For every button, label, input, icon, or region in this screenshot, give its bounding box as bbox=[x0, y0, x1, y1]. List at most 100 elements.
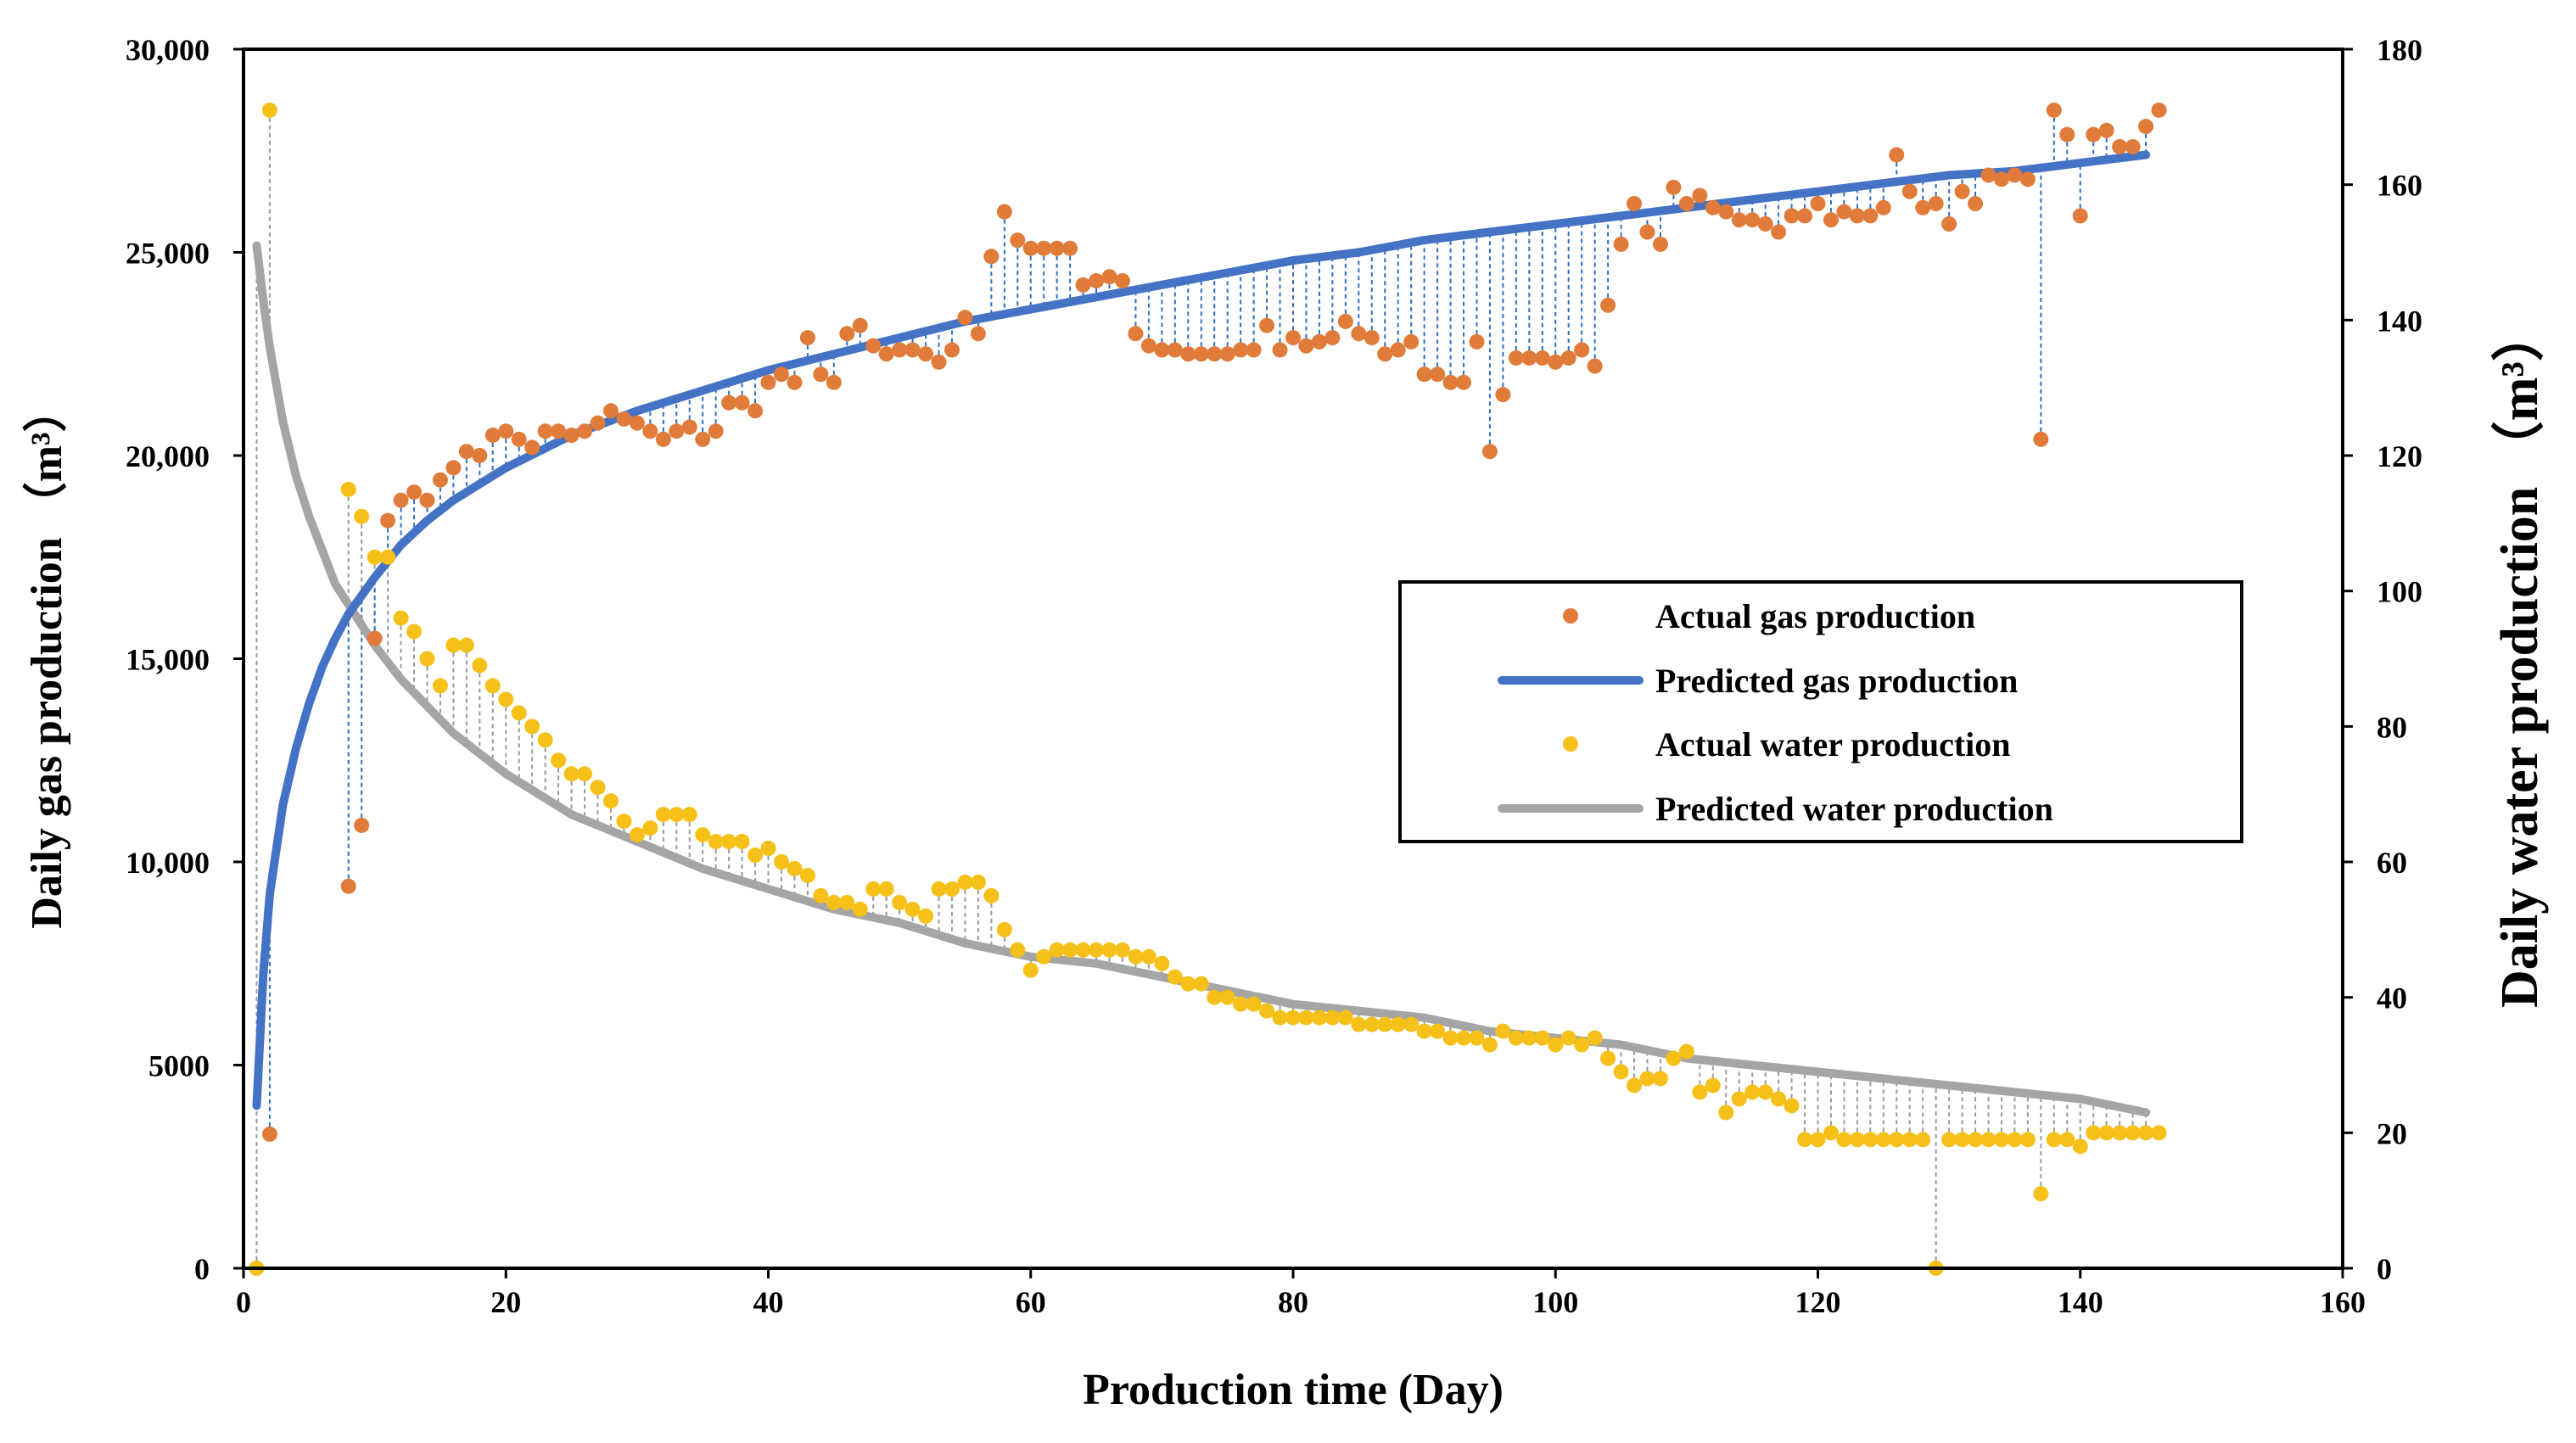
actual-gas-point bbox=[1337, 313, 1353, 329]
actual-gas-point bbox=[1574, 342, 1590, 358]
actual-water-point bbox=[1718, 1105, 1734, 1121]
actual-gas-point bbox=[1062, 240, 1078, 256]
actual-water-point bbox=[432, 678, 448, 694]
actual-gas-point bbox=[1862, 208, 1879, 224]
actual-water-point bbox=[590, 780, 606, 796]
actual-water-point bbox=[1875, 1132, 1891, 1148]
actual-gas-point bbox=[1534, 350, 1550, 366]
actual-water-point bbox=[1390, 1016, 1406, 1032]
actual-water-point bbox=[826, 894, 842, 910]
actual-water-point bbox=[1797, 1132, 1813, 1148]
y-left-tick-label: 10,000 bbox=[126, 846, 210, 880]
actual-water-point bbox=[445, 637, 462, 653]
y-right-tick-label: 60 bbox=[2377, 846, 2407, 880]
actual-water-point bbox=[340, 481, 356, 497]
actual-water-point bbox=[669, 807, 685, 823]
y-right-tick-label: 100 bbox=[2377, 575, 2422, 609]
actual-gas-point bbox=[852, 317, 868, 333]
actual-water-point bbox=[1548, 1037, 1564, 1053]
actual-gas-point bbox=[1311, 333, 1327, 350]
actual-gas-point bbox=[406, 484, 423, 501]
actual-water-point bbox=[1954, 1132, 1970, 1148]
actual-water-point bbox=[865, 881, 882, 897]
actual-water-point bbox=[721, 834, 737, 850]
y-left-tick-label: 0 bbox=[194, 1252, 210, 1286]
actual-gas-point bbox=[2046, 102, 2062, 118]
actual-water-point bbox=[1298, 1010, 1314, 1026]
actual-water-point bbox=[996, 921, 1012, 937]
actual-water-point bbox=[708, 834, 724, 850]
legend-marker-actual-water bbox=[1563, 736, 1578, 752]
actual-gas-point bbox=[1089, 273, 1105, 289]
actual-water-point bbox=[537, 732, 553, 748]
actual-water-point bbox=[1915, 1132, 1931, 1148]
actual-gas-point bbox=[787, 374, 803, 390]
actual-water-point bbox=[629, 827, 645, 843]
actual-gas-point bbox=[1049, 240, 1065, 256]
actual-gas-point bbox=[983, 249, 1000, 265]
actual-gas-point bbox=[839, 326, 855, 342]
actual-water-point bbox=[892, 894, 908, 910]
actual-water-point bbox=[813, 887, 829, 903]
actual-gas-point bbox=[1377, 346, 1393, 362]
actual-water-point bbox=[1993, 1132, 2009, 1148]
actual-gas-point bbox=[1364, 330, 1380, 346]
actual-gas-point bbox=[1403, 333, 1420, 350]
y-left-tick-label: 5000 bbox=[148, 1049, 210, 1083]
actual-water-point bbox=[354, 508, 370, 524]
actual-gas-point bbox=[577, 423, 593, 439]
actual-gas-point bbox=[380, 512, 396, 529]
actual-gas-point bbox=[1521, 350, 1537, 366]
x-tick-label: 60 bbox=[1016, 1285, 1046, 1319]
actual-water-point bbox=[1233, 996, 1249, 1012]
actual-water-point bbox=[261, 102, 277, 118]
actual-water-point bbox=[1337, 1010, 1353, 1026]
actual-water-point bbox=[1022, 962, 1039, 978]
actual-gas-point bbox=[1101, 269, 1117, 285]
actual-gas-point bbox=[1259, 317, 1275, 333]
actual-water-point bbox=[1757, 1084, 1773, 1100]
actual-gas-point bbox=[340, 878, 356, 894]
actual-gas-point bbox=[1548, 354, 1564, 370]
actual-gas-point bbox=[1968, 196, 1984, 212]
actual-water-point bbox=[2138, 1125, 2154, 1141]
actual-gas-point bbox=[1298, 338, 1314, 354]
actual-water-point bbox=[380, 549, 396, 565]
actual-water-point bbox=[2112, 1125, 2128, 1141]
actual-gas-point bbox=[1114, 273, 1130, 289]
actual-gas-point bbox=[970, 326, 986, 342]
actual-gas-point bbox=[918, 346, 934, 362]
actual-water-point bbox=[1101, 942, 1117, 958]
actual-water-point bbox=[2046, 1132, 2062, 1148]
actual-water-point bbox=[760, 841, 776, 857]
actual-water-point bbox=[498, 691, 514, 708]
actual-gas-point bbox=[1246, 342, 1262, 358]
actual-gas-point bbox=[1954, 183, 1970, 199]
actual-gas-point bbox=[1036, 240, 1052, 256]
actual-water-point bbox=[484, 678, 501, 694]
actual-gas-point bbox=[2151, 102, 2167, 118]
actual-gas-point bbox=[957, 310, 973, 326]
actual-water-point bbox=[419, 651, 435, 667]
actual-gas-point bbox=[629, 415, 645, 431]
actual-gas-point bbox=[865, 338, 882, 354]
actual-water-point bbox=[563, 766, 580, 782]
x-tick-label: 160 bbox=[2320, 1285, 2366, 1319]
actual-water-point bbox=[1521, 1030, 1537, 1046]
actual-gas-point bbox=[445, 460, 462, 476]
actual-gas-point bbox=[1285, 330, 1301, 346]
actual-water-point bbox=[1324, 1010, 1341, 1026]
actual-gas-point bbox=[1560, 350, 1576, 366]
actual-water-point bbox=[1587, 1030, 1603, 1046]
x-tick-label: 120 bbox=[1795, 1285, 1841, 1319]
actual-gas-point bbox=[2098, 122, 2114, 138]
actual-water-point bbox=[1285, 1010, 1301, 1026]
actual-gas-point bbox=[655, 431, 671, 447]
legend-label-actual-gas: Actual gas production bbox=[1655, 597, 1975, 635]
actual-gas-point bbox=[419, 492, 435, 508]
actual-water-point bbox=[1377, 1016, 1393, 1032]
actual-water-point bbox=[1140, 948, 1156, 965]
actual-gas-point bbox=[1193, 346, 1209, 362]
actual-water-point bbox=[681, 807, 697, 823]
